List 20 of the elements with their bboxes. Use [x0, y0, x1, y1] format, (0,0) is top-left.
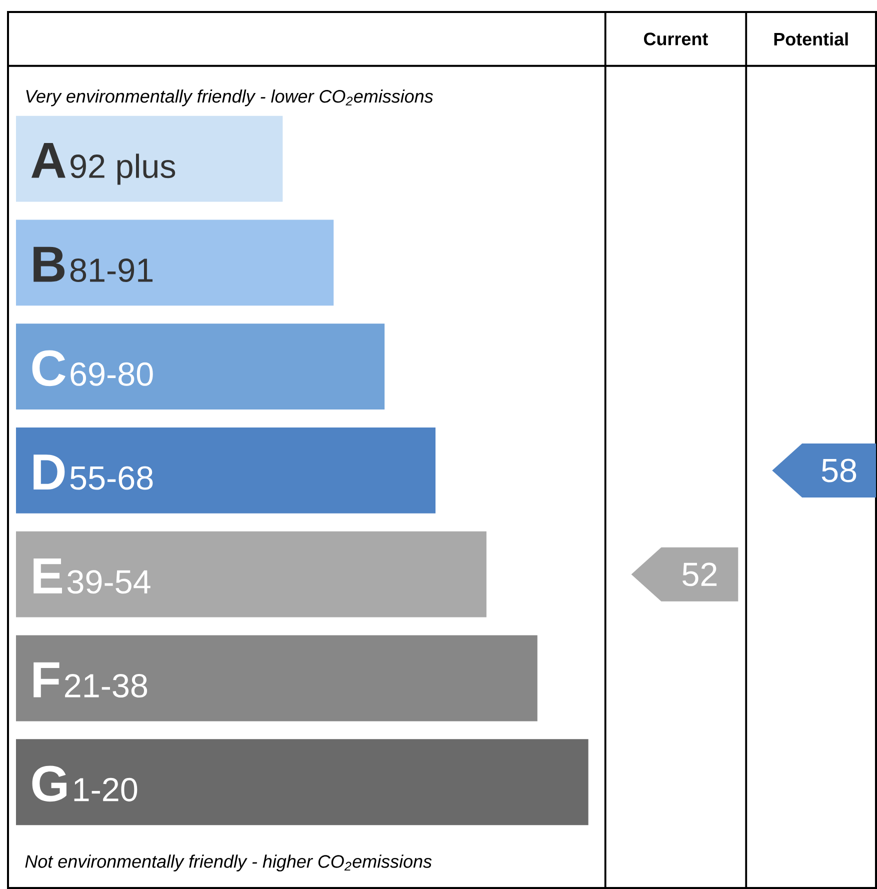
category-label: F: [34, 662, 60, 698]
text: 69-80: [70, 362, 153, 386]
text: 21-38: [65, 674, 148, 698]
text: Current: [644, 32, 708, 46]
text: Very environmentally friendly - lower CO$_{2}$emissions: [26, 90, 433, 106]
text: 92 plus: [70, 154, 176, 185]
category-label: C: [32, 350, 66, 386]
category-label: B: [34, 246, 64, 282]
text: Potential: [774, 32, 848, 46]
text: 1-20: [74, 778, 138, 802]
text: 39-54: [67, 570, 150, 594]
category-label: E: [34, 558, 62, 594]
category-label: A: [31, 142, 66, 178]
category-label: D: [34, 454, 65, 490]
category-label: G: [32, 766, 66, 802]
text: 81-91: [70, 258, 153, 282]
data-label: 52: [682, 562, 717, 586]
text: Not environmentally friendly - higher CO$_{2}$emissions: [25, 854, 432, 872]
data-label: 58: [822, 458, 856, 482]
text: 55-68: [70, 466, 153, 490]
